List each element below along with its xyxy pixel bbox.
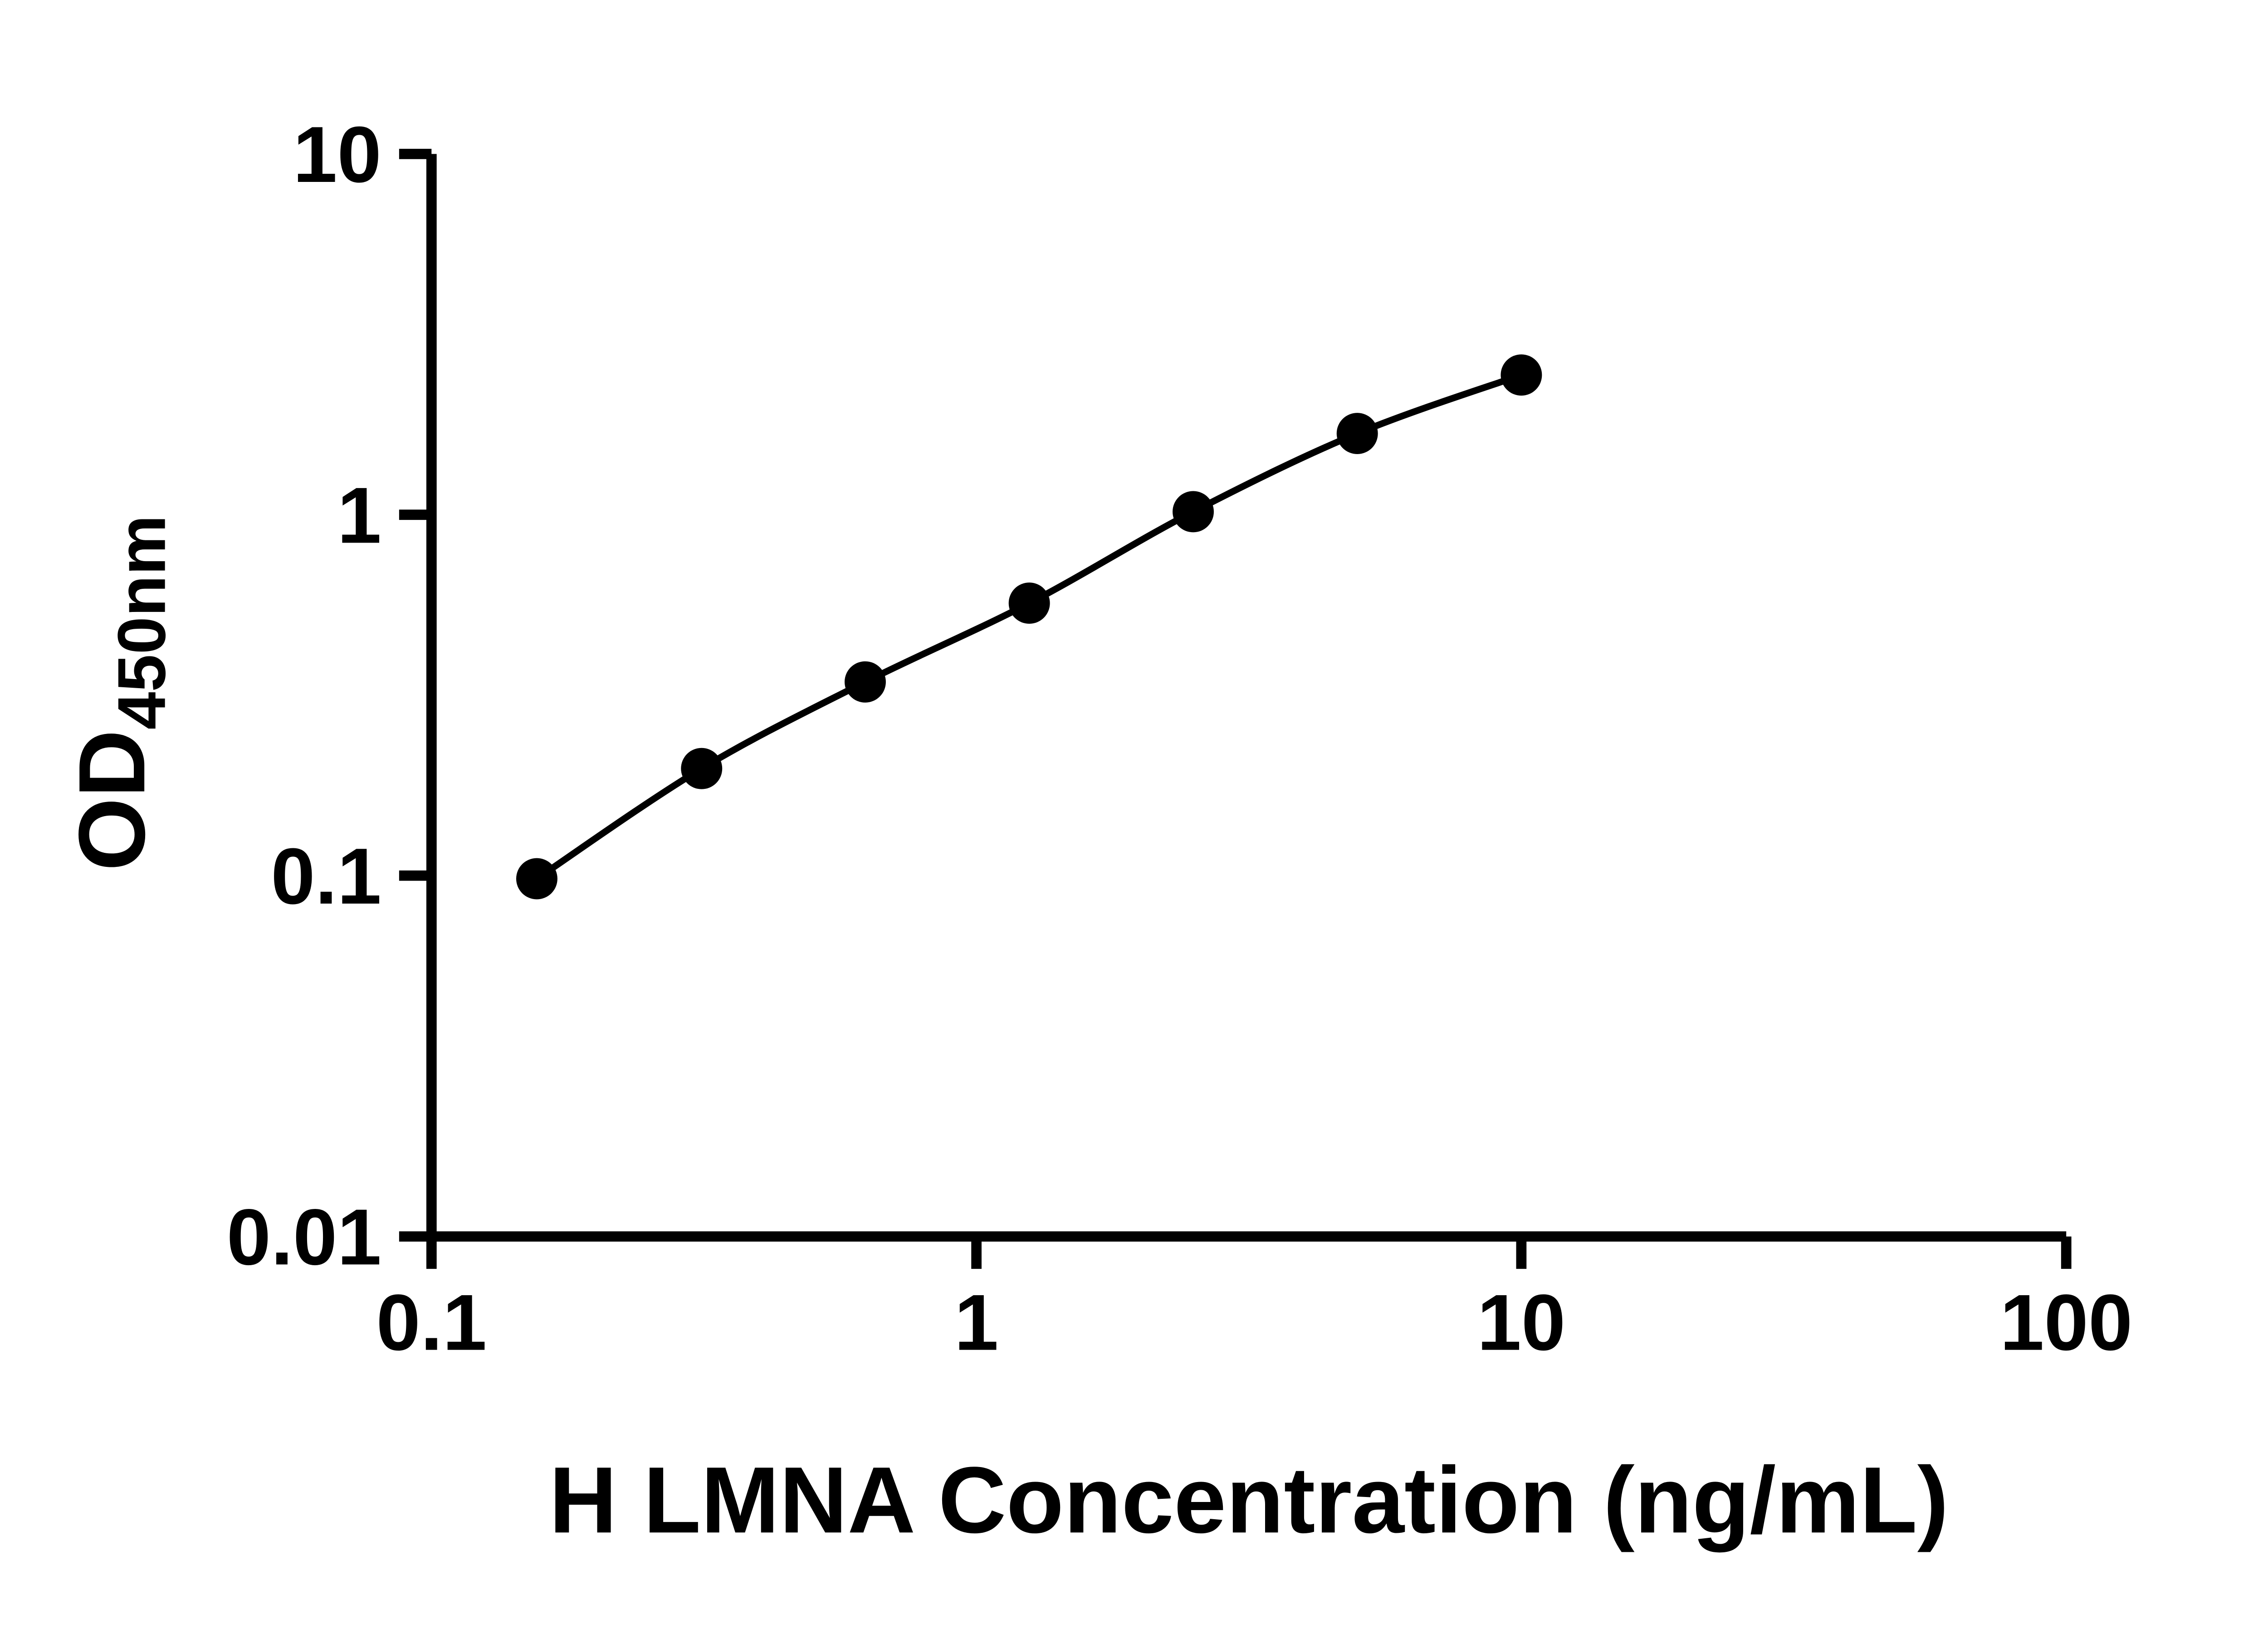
data-point-marker [516, 858, 557, 900]
y-tick-label: 10 [293, 110, 381, 199]
data-point-marker [681, 748, 723, 789]
data-point-marker [1501, 354, 1542, 396]
data-point-marker [1008, 582, 1050, 624]
y-tick-label: 0.01 [227, 1193, 381, 1282]
x-tick-label: 1 [954, 1278, 999, 1367]
y-axis-title-subscript: 450nm [104, 515, 180, 729]
standard-curve-line [535, 372, 1523, 882]
x-tick-label: 10 [1477, 1278, 1565, 1367]
y-axis-title: OD450nm [59, 515, 179, 871]
data-point-marker [845, 661, 886, 703]
data-point-marker [1173, 491, 1214, 533]
y-tick-label: 1 [337, 471, 381, 560]
x-axis-title: H LMNA Concentration (ng/mL) [549, 1448, 1949, 1553]
y-axis-title-main: OD [59, 729, 165, 871]
x-tick-label: 100 [2000, 1278, 2133, 1367]
y-tick-label: 0.1 [271, 832, 381, 921]
x-tick-label: 0.1 [376, 1278, 487, 1367]
data-point-marker [1336, 413, 1378, 455]
